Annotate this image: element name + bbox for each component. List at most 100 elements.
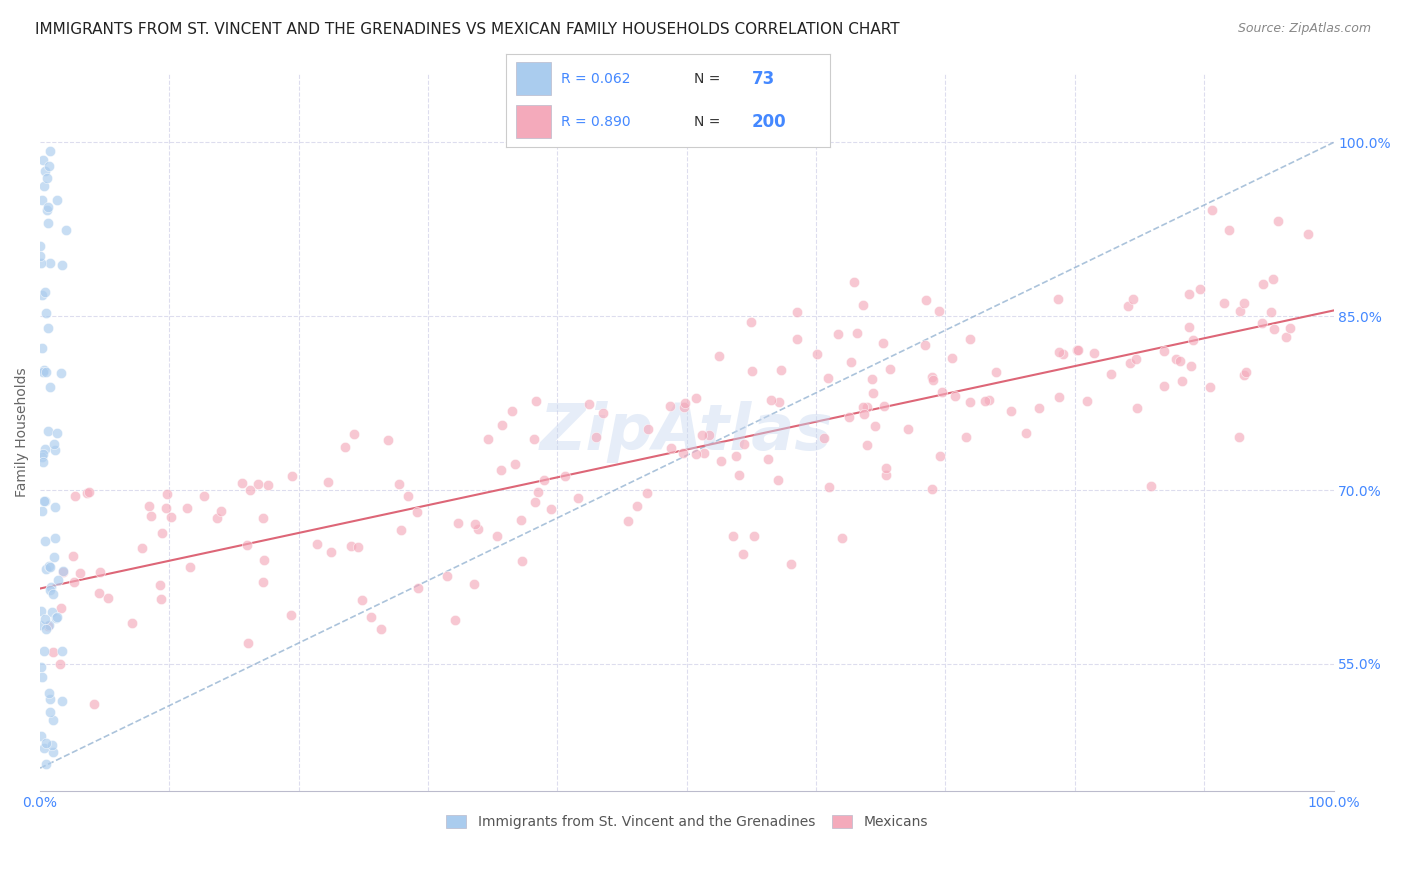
Point (554, 469, 576, 483)
Point (817, 371, 839, 385)
Point (281, 468, 304, 483)
Point (89, 566, 111, 580)
Point (724, 449, 747, 463)
Legend: Immigrants from St. Vincent and the Grenadines, Mexicans: Immigrants from St. Vincent and the Gren… (440, 810, 934, 835)
Point (30, 729, 52, 743)
Point (685, 391, 707, 405)
Point (1099, 367, 1122, 381)
Point (959, 395, 981, 409)
Point (931, 385, 953, 400)
Text: N =: N = (693, 115, 720, 128)
Point (740, 314, 762, 328)
Point (1182, 333, 1205, 347)
Point (945, 389, 967, 403)
Point (842, 275, 865, 289)
Point (959, 332, 981, 346)
Text: 73: 73 (752, 70, 775, 87)
Point (31, 450, 53, 464)
Point (831, 531, 853, 545)
Point (1076, 393, 1098, 408)
Point (155, 500, 177, 515)
Point (779, 557, 801, 571)
Point (32, 455, 55, 469)
Point (138, 499, 160, 513)
Point (626, 500, 648, 514)
Point (921, 483, 943, 497)
Point (672, 446, 695, 460)
Point (673, 400, 696, 414)
Point (42, 745, 65, 759)
Point (1028, 401, 1050, 415)
Point (766, 473, 789, 487)
Point (592, 406, 614, 420)
Point (1047, 390, 1070, 404)
Point (806, 347, 828, 361)
Point (1139, 479, 1161, 493)
Point (955, 429, 977, 443)
Point (1201, 203, 1223, 218)
Point (236, 636, 259, 650)
Point (44, 442, 66, 457)
Point (46, 425, 69, 440)
Point (41, 605, 63, 619)
Point (121, 615, 143, 630)
Point (35, 365, 58, 379)
Point (1178, 320, 1201, 334)
Point (150, 525, 173, 540)
Point (96, 591, 118, 606)
FancyBboxPatch shape (516, 105, 551, 138)
Point (856, 400, 879, 414)
Point (321, 545, 343, 559)
Point (446, 516, 468, 530)
Point (1234, 365, 1257, 379)
Point (69, 566, 91, 581)
Point (1047, 292, 1070, 306)
Point (37, 201, 59, 215)
Point (467, 523, 489, 537)
Point (239, 483, 262, 497)
Point (179, 560, 201, 574)
Text: R = 0.890: R = 0.890 (561, 115, 631, 128)
Text: IMMIGRANTS FROM ST. VINCENT AND THE GRENADINES VS MEXICAN FAMILY HOUSEHOLDS CORR: IMMIGRANTS FROM ST. VINCENT AND THE GREN… (35, 22, 900, 37)
Point (316, 475, 339, 489)
Point (1218, 222, 1240, 236)
Point (921, 369, 943, 384)
Point (768, 395, 790, 409)
Point (209, 504, 232, 518)
Point (1251, 277, 1274, 292)
Point (139, 508, 162, 523)
Point (52, 565, 75, 579)
Point (503, 457, 526, 471)
Point (1066, 343, 1088, 357)
Point (31, 194, 53, 208)
Point (636, 485, 658, 500)
Point (491, 418, 513, 433)
Point (150, 592, 173, 607)
Point (35, 735, 58, 749)
Point (1233, 368, 1256, 382)
Point (252, 574, 274, 589)
Point (231, 475, 253, 490)
Point (155, 487, 177, 501)
Point (39, 705, 62, 719)
Point (34, 533, 56, 548)
Point (44, 500, 66, 514)
Point (1275, 330, 1298, 344)
Point (855, 438, 877, 452)
Point (1261, 272, 1284, 286)
Point (35, 622, 58, 636)
Point (38, 159, 60, 173)
Point (46, 573, 69, 587)
Point (396, 489, 419, 503)
Point (1015, 426, 1038, 441)
Point (49, 366, 72, 380)
Point (76, 485, 98, 500)
Point (1047, 345, 1070, 359)
Point (865, 419, 887, 434)
Point (83, 697, 105, 711)
Point (280, 607, 302, 622)
Point (370, 622, 392, 636)
Point (699, 428, 721, 442)
Point (49, 657, 72, 671)
Point (253, 553, 276, 567)
